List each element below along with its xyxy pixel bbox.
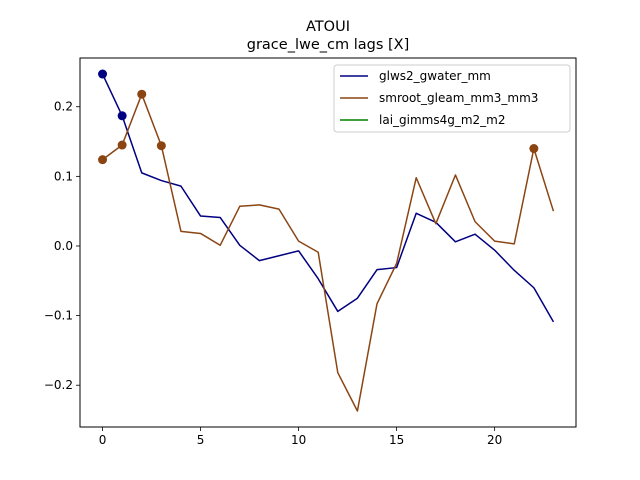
- series-marker-smroot_gleam_mm3_mm3: [156, 141, 166, 151]
- series-marker-smroot_gleam_mm3_mm3: [529, 144, 539, 154]
- series-marker-smroot_gleam_mm3_mm3: [137, 89, 147, 99]
- legend: glws2_gwater_mm smroot_gleam_mm3_mm3 lai_g…: [333, 64, 571, 133]
- plot-lines: [101, 73, 555, 412]
- x-tick-label: 10: [291, 433, 306, 447]
- plot-markers: [98, 69, 539, 165]
- y-tick-label: 0.0: [54, 239, 73, 253]
- x-tick-label: 15: [389, 433, 404, 447]
- series-marker-glws2_gwater_mm: [98, 69, 108, 79]
- legend-label-glws2_gwater_mm: glws2_gwater_mm: [379, 69, 491, 83]
- series-line-glws2_gwater_mm: [101, 73, 555, 323]
- y-axis: −0.2 −0.1 0.0 0.1 0.2: [44, 100, 80, 392]
- series-marker-smroot_gleam_mm3_mm3: [117, 140, 127, 150]
- x-tick-label: 0: [99, 433, 107, 447]
- y-tick-label: −0.2: [44, 378, 73, 392]
- y-tick-label: 0.1: [54, 169, 73, 183]
- chart-subtitle: grace_lwe_cm lags [X]: [247, 37, 410, 53]
- chart-title: ATOUI: [306, 19, 350, 35]
- plot-area-frame: [79, 57, 577, 428]
- y-tick-label: −0.1: [44, 309, 73, 323]
- x-tick-label: 5: [197, 433, 205, 447]
- series-marker-glws2_gwater_mm: [117, 111, 127, 121]
- y-tick-label: 0.2: [54, 100, 73, 114]
- legend-box: [333, 64, 571, 133]
- series-marker-smroot_gleam_mm3_mm3: [98, 155, 108, 165]
- legend-label-lai_gimms4g_m2_m2: lai_gimms4g_m2_m2: [379, 113, 506, 127]
- series-line-smroot_gleam_mm3_mm3: [102, 93, 555, 412]
- x-axis: 0 5 10 15 20: [99, 427, 502, 447]
- legend-label-smroot_gleam_mm3_mm3: smroot_gleam_mm3_mm3: [379, 91, 538, 105]
- x-tick-label: 20: [487, 433, 502, 447]
